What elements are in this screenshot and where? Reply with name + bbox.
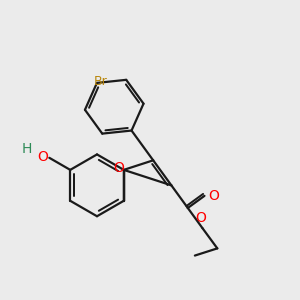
Text: O: O — [114, 161, 124, 175]
Text: O: O — [208, 189, 219, 203]
Text: O: O — [196, 211, 206, 225]
Text: H: H — [22, 142, 32, 156]
Text: Br: Br — [94, 75, 108, 88]
Text: O: O — [37, 150, 48, 164]
